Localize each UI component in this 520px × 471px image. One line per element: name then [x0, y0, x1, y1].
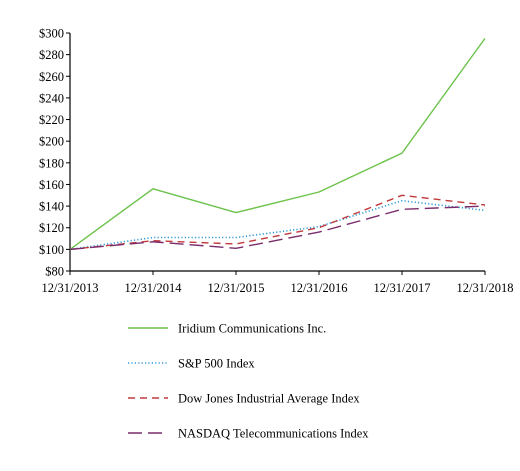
y-tick-label: $280 — [39, 48, 64, 62]
legend-label: Iridium Communications Inc. — [178, 322, 326, 336]
legend-label: NASDAQ Telecommunications Index — [178, 427, 369, 441]
series-line-1 — [70, 38, 485, 249]
y-tick-label: $120 — [39, 221, 64, 235]
legend-item: Iridium Communications Inc. — [128, 322, 326, 336]
legend-item: S&P 500 Index — [128, 357, 255, 371]
y-tick-label: $300 — [39, 27, 64, 41]
y-tick-label: $220 — [39, 113, 64, 127]
x-tick-label: 12/31/2014 — [125, 281, 183, 295]
y-tick-label: $260 — [39, 70, 64, 84]
legend: Iridium Communications Inc. S&P 500 Index… — [128, 322, 369, 441]
legend-label: Dow Jones Industrial Average Index — [178, 392, 360, 406]
series-line-2 — [70, 201, 485, 250]
y-tick-label: $160 — [39, 178, 64, 192]
y-tick-label: $240 — [39, 91, 64, 105]
y-tick-label: $100 — [39, 243, 64, 257]
legend-item: Dow Jones Industrial Average Index — [128, 392, 360, 406]
series-lines — [70, 38, 485, 249]
x-tick-label: 12/31/2017 — [374, 281, 431, 295]
y-tick-label: $80 — [45, 265, 64, 279]
y-tick-label: $200 — [39, 135, 64, 149]
legend-label: S&P 500 Index — [178, 357, 255, 371]
y-axis-ticks: $80 $100 $120 $140 $160 $180 $200 $220 $240 $260 $… — [39, 27, 70, 279]
x-tick-label: 12/31/2015 — [208, 281, 265, 295]
x-axis-ticks: 12/31/2013 12/31/2014 12/31/2015 12/31/2016… — [42, 271, 514, 295]
x-tick-label: 12/31/2018 — [457, 281, 514, 295]
legend-item: NASDAQ Telecommunications Index — [128, 427, 369, 441]
y-tick-label: $180 — [39, 156, 64, 170]
x-tick-label: 12/31/2013 — [42, 281, 99, 295]
x-tick-label: 12/31/2016 — [291, 281, 348, 295]
y-tick-label: $140 — [39, 200, 64, 214]
